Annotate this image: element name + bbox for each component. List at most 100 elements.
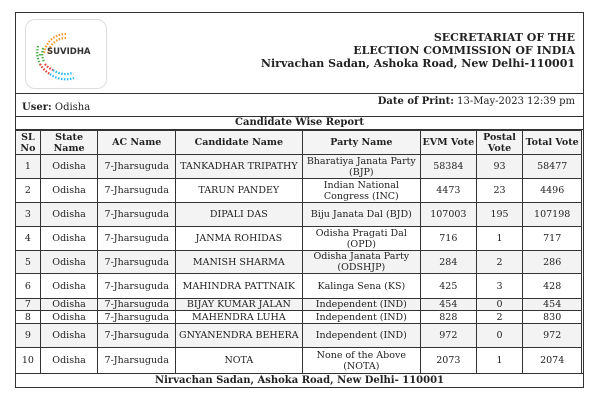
cell-evm-vote: 425 [420,273,477,299]
cell-party-name: Bharatiya Janata Party (BJP) [301,154,422,179]
cell-sl-no: 3 [15,202,41,227]
table-row: 2 Odisha 7-Jharsuguda TARUN PANDEY Indian Na… [15,178,582,203]
cell-postal-vote: 2 [475,250,524,274]
cell-postal-vote: 0 [475,323,524,348]
cell-ac-name: 7-Jharsuguda [97,273,177,299]
cell-sl-no: 4 [15,226,41,251]
cell-candidate-name: MAHINDRA PATTNAIK [175,273,303,299]
cell-sl-no: 5 [15,250,41,274]
cell-state-name: Odisha [39,273,99,299]
header-line2: ELECTION COMMISSION OF INDIA [353,44,575,57]
cell-evm-vote: 716 [420,226,477,251]
cell-party-name: Indian National Congress (INC) [301,178,422,203]
cell-candidate-name: TARUN PANDEY [175,178,303,203]
table-row: 8 Odisha 7-Jharsuguda MAHENDRA LUHA Independ… [15,310,582,324]
cell-postal-vote: 1 [475,347,524,374]
cell-sl-no: 2 [15,178,41,203]
cell-state-name: Odisha [39,250,99,274]
cell-state-name: Odisha [39,178,99,203]
table-row: 4 Odisha 7-Jharsuguda JANMA ROHIDAS Odisha P… [15,226,582,251]
table-row: 5 Odisha 7-Jharsuguda MANISH SHARMA Odisha J… [15,250,582,274]
col-ac-name: AC Name [97,130,177,155]
col-candidate-name: Candidate Name [175,130,303,155]
header-line1: SECRETARIAT OF THE [433,31,575,44]
cell-candidate-name: MANISH SHARMA [175,250,303,274]
cell-sl-no: 9 [15,323,41,348]
col-evm-vote: EVM Vote [420,130,477,155]
cell-postal-vote: 2 [475,310,524,324]
table-row: 3 Odisha 7-Jharsuguda DIPALI DAS Biju Janata… [15,202,582,227]
cell-evm-vote: 107003 [420,202,477,227]
col-state-name: State Name [39,130,99,155]
cell-party-name: Odisha Pragati Dal (OPD) [301,226,422,251]
logo-arcs-icon [36,32,75,81]
user-row: User: Odisha Date of Print: 13-May-2023 … [16,94,583,117]
cell-evm-vote: 2073 [420,347,477,374]
cell-evm-vote: 4473 [420,178,477,203]
cell-evm-vote: 58384 [420,154,477,179]
cell-total-vote: 428 [522,273,582,299]
col-total-vote: Total Vote [522,130,582,155]
logo-text: SUVIDHA [47,47,91,57]
cell-sl-no: 1 [15,154,41,179]
cell-total-vote: 830 [522,310,582,324]
report-frame: SUVIDHA SECRETARIAT OF THE ELECTION COMM… [15,12,584,388]
report-header: SUVIDHA SECRETARIAT OF THE ELECTION COMM… [16,13,583,94]
print-date-label: Date of Print: [377,96,454,107]
cell-state-name: Odisha [39,226,99,251]
cell-candidate-name: DIPALI DAS [175,202,303,227]
cell-total-vote: 717 [522,226,582,251]
suvidha-logo: SUVIDHA [25,19,107,89]
cell-candidate-name: JANMA ROHIDAS [175,226,303,251]
report-title: Candidate Wise Report [16,116,583,130]
col-party-name: Party Name [301,130,422,155]
cell-ac-name: 7-Jharsuguda [97,250,177,274]
cell-total-vote: 454 [522,298,582,311]
cell-party-name: None of the Above (NOTA) [301,347,422,374]
cell-state-name: Odisha [39,347,99,374]
table-row: 10 Odisha 7-Jharsuguda NOTA None of the Abov… [15,347,582,374]
cell-ac-name: 7-Jharsuguda [97,310,177,324]
cell-candidate-name: NOTA [175,347,303,374]
cell-state-name: Odisha [39,298,99,311]
cell-candidate-name: TANKADHAR TRIPATHY [175,154,303,179]
col-sl-no: SL No [15,130,41,155]
cell-state-name: Odisha [39,154,99,179]
cell-state-name: Odisha [39,202,99,227]
cell-postal-vote: 23 [475,178,524,203]
report-footer: Nirvachan Sadan, Ashoka Road, New Delhi-… [16,373,583,388]
cell-party-name: Independent (IND) [301,323,422,348]
cell-sl-no: 8 [15,310,41,324]
table-row: 1 Odisha 7-Jharsuguda TANKADHAR TRIPATHY Bha… [15,154,582,179]
cell-candidate-name: MAHENDRA LUHA [175,310,303,324]
col-postal-vote: Postal Vote [475,130,524,155]
table-row: 7 Odisha 7-Jharsuguda BIJAY KUMAR JALAN Inde… [15,298,582,311]
issuer-address: SECRETARIAT OF THE ELECTION COMMISSION O… [261,31,575,70]
user-label: User: [22,102,52,113]
cell-evm-vote: 454 [420,298,477,311]
cell-sl-no: 7 [15,298,41,311]
cell-evm-vote: 828 [420,310,477,324]
cell-party-name: Independent (IND) [301,298,422,311]
cell-sl-no: 10 [15,347,41,374]
cell-candidate-name: BIJAY KUMAR JALAN [175,298,303,311]
cell-total-vote: 2074 [522,347,582,374]
cell-total-vote: 4496 [522,178,582,203]
cell-ac-name: 7-Jharsuguda [97,323,177,348]
cell-evm-vote: 972 [420,323,477,348]
cell-total-vote: 972 [522,323,582,348]
cell-ac-name: 7-Jharsuguda [97,178,177,203]
cell-party-name: Odisha Janata Party (ODSHJP) [301,250,422,274]
table-row: 6 Odisha 7-Jharsuguda MAHINDRA PATTNAIK Kali… [15,273,582,299]
cell-ac-name: 7-Jharsuguda [97,347,177,374]
cell-sl-no: 6 [15,273,41,299]
candidate-table: SL No State Name AC Name Candidate Name Part… [15,130,582,374]
user-value: Odisha [54,102,91,113]
cell-party-name: Independent (IND) [301,310,422,324]
cell-evm-vote: 284 [420,250,477,274]
cell-total-vote: 58477 [522,154,582,179]
cell-party-name: Kalinga Sena (KS) [301,273,422,299]
cell-state-name: Odisha [39,310,99,324]
cell-postal-vote: 93 [475,154,524,179]
cell-total-vote: 107198 [522,202,582,227]
